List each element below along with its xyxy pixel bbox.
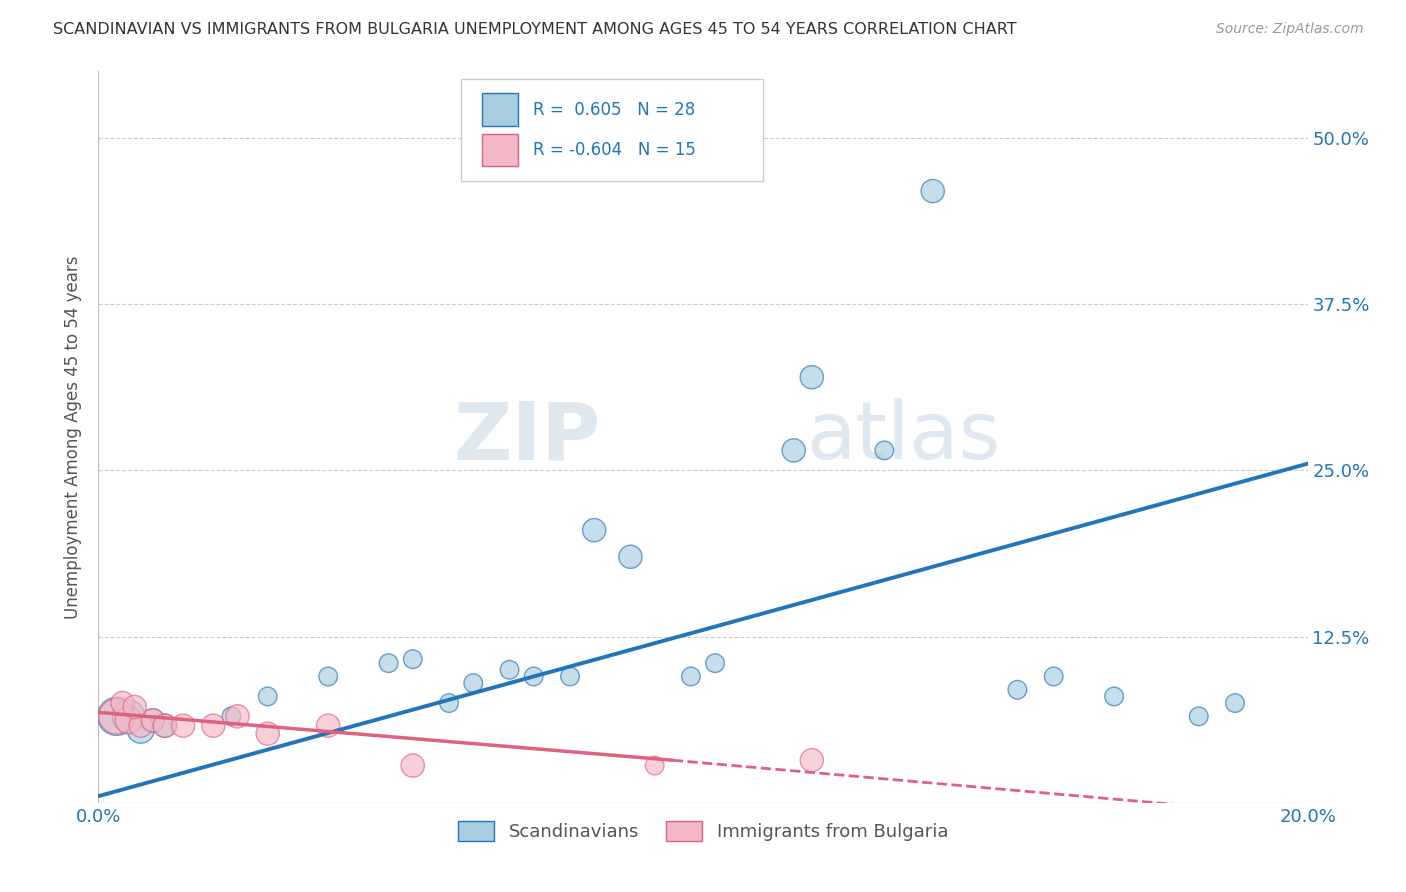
Point <box>172 719 194 733</box>
Point <box>124 700 146 714</box>
Text: SCANDINAVIAN VS IMMIGRANTS FROM BULGARIA UNEMPLOYMENT AMONG AGES 45 TO 54 YEARS : SCANDINAVIAN VS IMMIGRANTS FROM BULGARIA… <box>53 22 1017 37</box>
Point <box>316 719 339 733</box>
Point <box>800 370 823 384</box>
Point <box>1007 682 1029 697</box>
Y-axis label: Unemployment Among Ages 45 to 54 years: Unemployment Among Ages 45 to 54 years <box>65 255 83 619</box>
Point <box>1223 696 1246 710</box>
Point <box>558 669 581 683</box>
FancyBboxPatch shape <box>461 78 763 181</box>
Point <box>498 663 520 677</box>
Point <box>377 656 399 670</box>
Point <box>153 719 176 733</box>
Point <box>921 184 943 198</box>
Point <box>783 443 806 458</box>
Point <box>800 753 823 767</box>
Point <box>583 523 606 537</box>
Point <box>118 709 141 723</box>
Point <box>256 690 278 704</box>
Point <box>142 714 165 728</box>
Point <box>129 723 152 737</box>
Point <box>402 652 425 666</box>
Text: Source: ZipAtlas.com: Source: ZipAtlas.com <box>1216 22 1364 37</box>
Point <box>1042 669 1064 683</box>
Legend: Scandinavians, Immigrants from Bulgaria: Scandinavians, Immigrants from Bulgaria <box>451 814 955 848</box>
Point <box>437 696 460 710</box>
Point <box>619 549 641 564</box>
Point <box>111 696 134 710</box>
Point <box>316 669 339 683</box>
Point <box>202 719 225 733</box>
Point <box>105 709 128 723</box>
Point <box>704 656 727 670</box>
Point <box>105 709 128 723</box>
Point <box>873 443 896 458</box>
Point <box>142 714 165 728</box>
Point <box>1188 709 1211 723</box>
Point <box>402 758 425 772</box>
Point <box>226 709 249 723</box>
Point <box>1102 690 1125 704</box>
Text: atlas: atlas <box>806 398 1000 476</box>
Point <box>129 719 152 733</box>
Point <box>463 676 485 690</box>
Point <box>523 669 546 683</box>
Text: ZIP: ZIP <box>453 398 600 476</box>
Text: R = -0.604   N = 15: R = -0.604 N = 15 <box>533 141 696 160</box>
Point <box>153 719 176 733</box>
Bar <box>482 94 517 126</box>
Point <box>221 709 243 723</box>
Point <box>644 758 666 772</box>
Point <box>118 714 141 728</box>
Bar <box>482 134 517 167</box>
Point <box>679 669 702 683</box>
Text: R =  0.605   N = 28: R = 0.605 N = 28 <box>533 101 695 120</box>
Point <box>256 726 278 740</box>
